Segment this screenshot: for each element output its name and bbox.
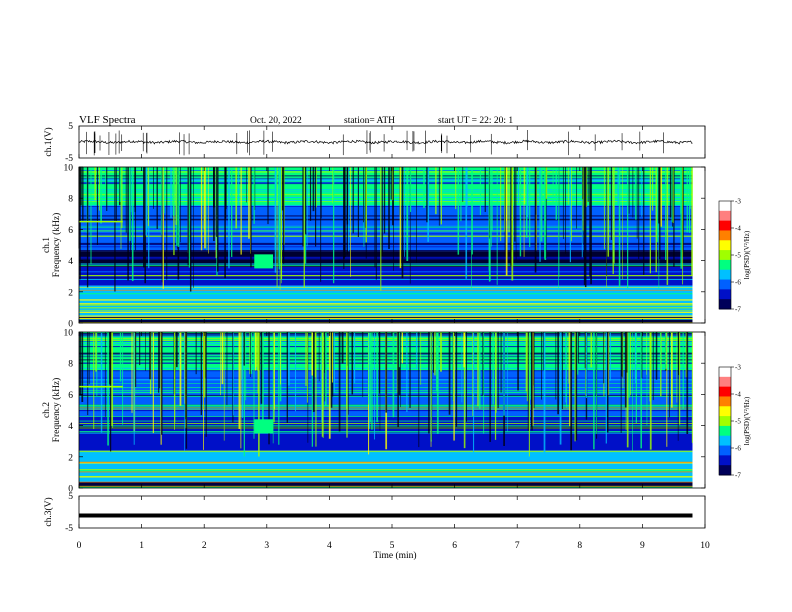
- ch1-spectrogram-ylabel-a: ch.1: [42, 237, 52, 253]
- colorbar-segment: [719, 299, 731, 310]
- freq-tick-label: 6: [68, 226, 73, 236]
- colorbar-segment: [719, 465, 731, 476]
- colorbar-segment: [719, 455, 731, 466]
- colorbar-segment: [719, 279, 731, 290]
- ch2-spectrogram-ylabel-a: ch.2: [42, 402, 52, 418]
- colorbar-segment: [719, 406, 731, 417]
- freq-tick-label: 8: [68, 360, 73, 370]
- time-tick-label: 2: [202, 541, 207, 551]
- colorbar-tick-label: -5: [735, 252, 741, 260]
- ch1-colorbar: -3 -4 -5 -6 -7 log(PSD)(V²/Hz): [718, 198, 751, 314]
- colorbar-segment: [719, 250, 731, 261]
- time-axis-label: Time (min): [373, 550, 416, 561]
- colorbar-segment: [719, 220, 731, 231]
- colorbar-segment: [719, 367, 731, 378]
- ch3-waveform-panel: 5 -5 ch.3(V): [43, 492, 706, 534]
- colorbar-segment: [719, 396, 731, 407]
- time-tick-label: 1: [139, 541, 144, 551]
- time-tick-label: 0: [77, 541, 82, 551]
- freq-tick-label: 8: [68, 195, 73, 205]
- ch1-trace-line: [78, 139, 693, 145]
- colorbar-tick-label: -7: [735, 472, 741, 480]
- freq-tick-label: 10: [64, 164, 74, 174]
- ch1-ytick-5: 5: [68, 122, 73, 132]
- time-tick-label: 4: [327, 541, 332, 551]
- colorbar-segment: [719, 376, 731, 388]
- colorbar-segment: [719, 269, 731, 281]
- time-tick-label: 8: [577, 541, 582, 551]
- colorbar-label: log(PSD)(V²/Hz): [743, 230, 751, 279]
- ch1-ylabel: ch.1(V): [43, 127, 54, 156]
- time-tick-label: 10: [700, 541, 710, 551]
- time-tick-label: 9: [640, 541, 645, 551]
- ch3-ytick-neg5: -5: [65, 524, 73, 534]
- colorbar-label: log(PSD)(V²/Hz): [743, 396, 751, 445]
- freq-tick-label: 2: [68, 453, 73, 463]
- spectrogram-band: [79, 285, 693, 317]
- date-label: Oct. 20, 2022: [250, 116, 302, 126]
- ch1-trace: [78, 130, 693, 156]
- ch2-spectrogram-ylabel-b: Frequency (kHz): [51, 378, 62, 443]
- colorbar-segment: [719, 230, 731, 241]
- spectrogram-patch: [254, 254, 274, 269]
- colorbar-segment: [719, 445, 731, 456]
- spectrogram-band: [79, 481, 693, 488]
- ch2-spectrogram-panel: 0 2 4 6 8 10 ch.2 Frequency (kHz): [42, 329, 706, 495]
- ch2-spectrogram-yticks: 0 2 4 6 8 10: [64, 329, 705, 495]
- time-tick-label: 7: [515, 541, 520, 551]
- colorbar-tick-label: -5: [735, 418, 741, 426]
- ch1-ytick-neg5: -5: [65, 154, 73, 164]
- time-axis: 0 1 2 3 4 5 6 7 8 9 10: [77, 126, 710, 551]
- freq-tick-label: 4: [68, 422, 73, 432]
- colorbar-tick-label: -6: [735, 279, 741, 287]
- station-label: station= ATH: [344, 116, 395, 126]
- spectrogram-patch: [254, 419, 274, 434]
- ch1-spectrogram-panel: 0 2 4 6 8 10 ch.1 Frequency (kHz): [42, 164, 706, 330]
- ch1-spectrogram-ylabel-b: Frequency (kHz): [51, 213, 62, 278]
- ch3-ylabel: ch.3(V): [43, 497, 54, 526]
- figure-title: VLF Spectra: [79, 114, 136, 126]
- colorbar-segment: [719, 416, 731, 427]
- colorbar-segment: [719, 289, 731, 300]
- colorbar-segment: [719, 201, 731, 212]
- freq-tick-label: 0: [68, 320, 73, 330]
- time-tick-label: 6: [452, 541, 457, 551]
- ch2-spectrogram-image: [79, 332, 693, 488]
- colorbar-segment: [719, 210, 731, 222]
- colorbar-tick-label: -3: [735, 198, 741, 206]
- freq-tick-label: 4: [68, 257, 73, 267]
- colorbar-segment: [719, 259, 731, 271]
- time-tick-label: 3: [264, 541, 269, 551]
- start-time-label: start UT = 22: 20: 1: [438, 116, 513, 126]
- time-tick-label: 5: [390, 541, 395, 551]
- colorbar-segment: [719, 386, 731, 397]
- colorbar-tick-label: -3: [735, 364, 741, 372]
- freq-tick-label: 2: [68, 288, 73, 298]
- freq-tick-label: 0: [68, 485, 73, 495]
- ch1-spectrogram-image: [78, 167, 693, 324]
- ch1-spectrogram-yticks: 0 2 4 6 8 10: [64, 164, 705, 330]
- colorbar-segment: [719, 435, 731, 447]
- colorbar-tick-label: -6: [735, 445, 741, 453]
- colorbar-tick-label: -7: [735, 306, 741, 314]
- colorbar-tick-label: -4: [735, 225, 741, 233]
- ch3-ytick-5: 5: [68, 492, 73, 502]
- colorbar-segment: [719, 240, 731, 251]
- colorbar-segment: [719, 425, 731, 437]
- ch2-colorbar: -3 -4 -5 -6 -7 log(PSD)(V²/Hz): [718, 364, 751, 480]
- freq-tick-label: 10: [64, 329, 74, 339]
- ch1-waveform-panel: 5 -5 ch.1(V): [43, 122, 706, 164]
- colorbar-tick-label: -4: [735, 391, 741, 399]
- freq-tick-label: 6: [68, 391, 73, 401]
